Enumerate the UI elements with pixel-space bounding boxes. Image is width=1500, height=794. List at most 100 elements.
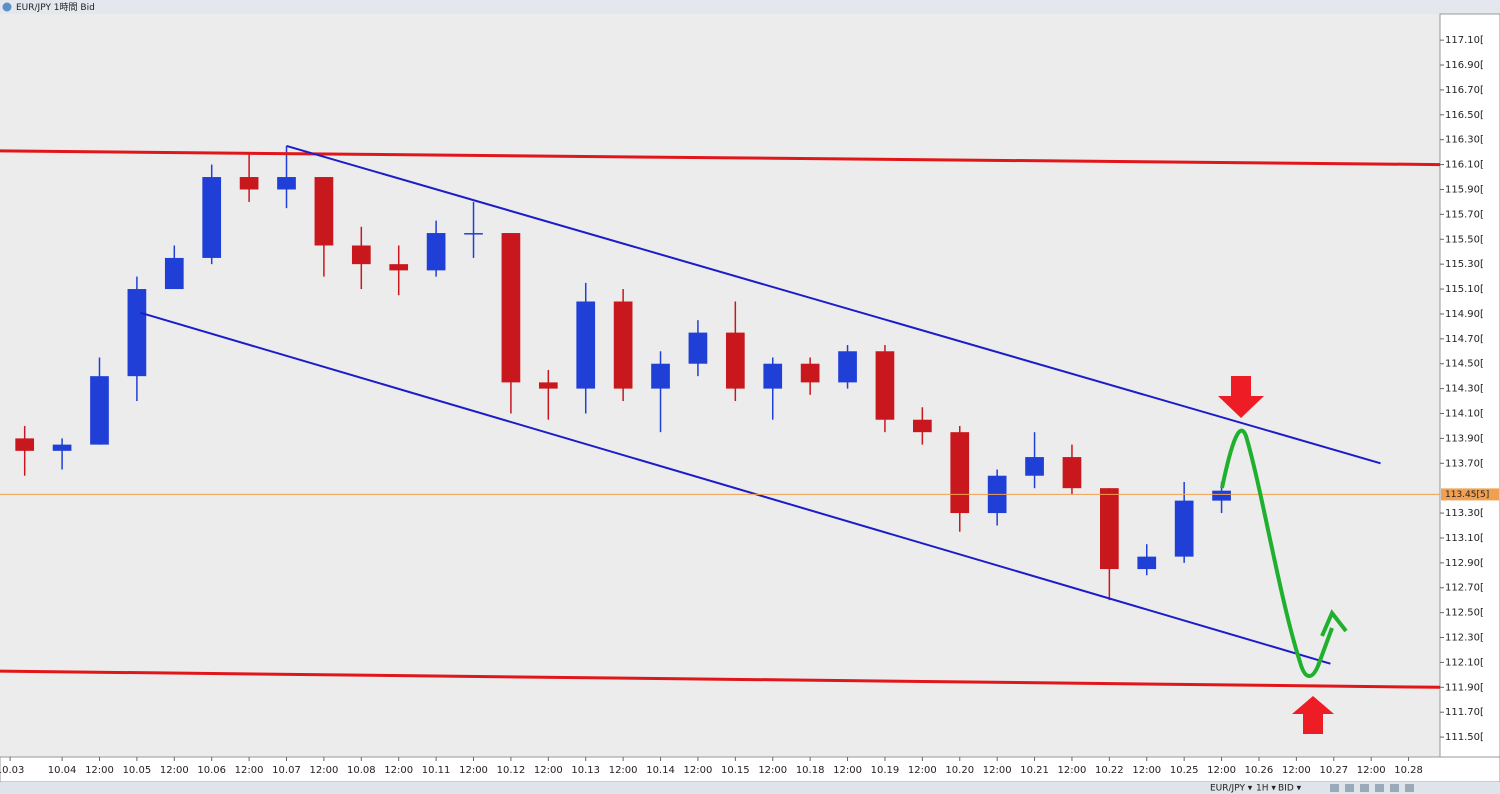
x-tick-label: 12:00 (85, 765, 114, 776)
x-tick-label: 12:00 (309, 765, 338, 776)
trend-line (286, 144, 1381, 465)
candle-body (651, 363, 670, 389)
candle-body (202, 177, 222, 258)
candle-body (800, 363, 820, 383)
y-tick-label: 113.10[ (1445, 533, 1484, 544)
y-tick-label: 115.90[ (1445, 184, 1484, 195)
y-tick-label: 112.10[ (1445, 657, 1484, 668)
x-tick-label: 12:00 (609, 765, 638, 776)
y-tick-label: 114.90[ (1445, 309, 1484, 320)
up-arrow (1292, 696, 1334, 734)
candle-body (52, 444, 72, 451)
x-tick-label: 12:00 (908, 765, 937, 776)
candle-body (875, 351, 895, 420)
x-tick-label: 12:00 (1132, 765, 1161, 776)
trend-line (139, 311, 1331, 665)
candle-body (1025, 457, 1044, 476)
y-tick-label: 115.30[ (1445, 259, 1484, 270)
candle-body (464, 233, 483, 235)
y-tick-label: 113.90[ (1445, 433, 1484, 444)
y-tick-label: 112.70[ (1445, 583, 1484, 594)
y-tick-label: 112.90[ (1445, 558, 1484, 569)
tool-button[interactable] (1360, 784, 1369, 792)
window-title: EUR/JPY 1時間 Bid (16, 2, 95, 13)
x-tick-label: 10.26 (1245, 765, 1274, 776)
last-price-tag (1441, 488, 1499, 501)
timeframe-select[interactable]: 1H ▾ (1256, 784, 1276, 794)
y-tick-label: 112.30[ (1445, 633, 1484, 644)
candle-body (838, 351, 857, 383)
tool-button[interactable] (1375, 784, 1384, 792)
candle-body (127, 289, 147, 377)
tool-button[interactable] (1405, 784, 1414, 792)
y-tick-label: 114.70[ (1445, 334, 1484, 345)
app-icon (2, 2, 12, 12)
candle-body (277, 177, 296, 190)
x-tick-label: 12:00 (534, 765, 563, 776)
candle-body (389, 264, 409, 271)
x-tick-label: 12:00 (1207, 765, 1236, 776)
y-tick-label: 116.90[ (1445, 60, 1484, 71)
candle-body (613, 301, 633, 389)
trend-line (0, 669, 1441, 689)
candle-body (576, 301, 596, 389)
candle-body (351, 245, 371, 265)
x-tick-label: 12:00 (459, 765, 488, 776)
y-tick-label: 112.50[ (1445, 608, 1484, 619)
candle-body (501, 233, 521, 383)
x-tick-label: 12:00 (1282, 765, 1311, 776)
x-tick-label: 10.12 (497, 765, 526, 776)
y-tick-label: 114.10[ (1445, 409, 1484, 420)
y-axis-panel (1439, 13, 1500, 758)
candle-body (1100, 488, 1119, 570)
y-tick-label: 111.50[ (1445, 732, 1484, 743)
candle-body (538, 382, 558, 389)
candle-body (90, 376, 109, 445)
x-tick-label: 10.06 (197, 765, 226, 776)
candle-body (239, 177, 259, 190)
tool-button[interactable] (1390, 784, 1399, 792)
x-tick-label: 12:00 (983, 765, 1012, 776)
y-tick-label: 111.90[ (1445, 682, 1484, 693)
candle-body (688, 332, 708, 364)
x-tick-label: 10.03 (0, 765, 24, 776)
x-tick-label: 10.14 (646, 765, 675, 776)
candle-body (1174, 500, 1194, 557)
y-tick-label: 116.70[ (1445, 85, 1484, 96)
y-tick-label: 116.50[ (1445, 110, 1484, 121)
x-tick-label: 12:00 (384, 765, 413, 776)
x-tick-label: 10.15 (721, 765, 750, 776)
y-tick-label: 116.30[ (1445, 135, 1484, 146)
x-tick-label: 10.20 (945, 765, 974, 776)
y-tick-label: 115.50[ (1445, 234, 1484, 245)
candle-body (1062, 457, 1082, 489)
x-tick-label: 12:00 (1058, 765, 1087, 776)
tool-button[interactable] (1330, 784, 1339, 792)
last-price-label: 113.45[5] (1445, 490, 1489, 500)
candle-body (763, 363, 783, 389)
price-select[interactable]: BID ▾ (1278, 784, 1302, 794)
y-tick-label: 117.10[ (1445, 35, 1484, 46)
x-tick-label: 10.13 (571, 765, 600, 776)
y-tick-label: 113.30[ (1445, 508, 1484, 519)
y-tick-label: 116.10[ (1445, 160, 1484, 171)
y-tick-label: 113.70[ (1445, 458, 1484, 469)
x-tick-label: 10.22 (1095, 765, 1124, 776)
forecast-arrow (1220, 428, 1334, 678)
y-tick-label: 111.70[ (1445, 707, 1484, 718)
symbol-select[interactable]: EUR/JPY ▾ (1210, 784, 1253, 794)
y-tick-label: 114.30[ (1445, 384, 1484, 395)
y-tick-label: 115.70[ (1445, 209, 1484, 220)
candle-body (15, 438, 35, 451)
tool-button[interactable] (1345, 784, 1354, 792)
candle-body (725, 332, 745, 389)
x-axis-panel (0, 756, 1500, 783)
x-tick-label: 12:00 (1357, 765, 1386, 776)
toolbar-items: EUR/JPY ▾ 1H ▾ BID ▾ (1210, 784, 1414, 794)
x-tick-label: 10.27 (1319, 765, 1348, 776)
x-tick-label: 10.21 (1020, 765, 1049, 776)
title-bar (0, 0, 1500, 14)
plot-area (0, 14, 1440, 757)
y-tick-label: 114.50[ (1445, 359, 1484, 370)
down-arrow (1218, 376, 1264, 418)
